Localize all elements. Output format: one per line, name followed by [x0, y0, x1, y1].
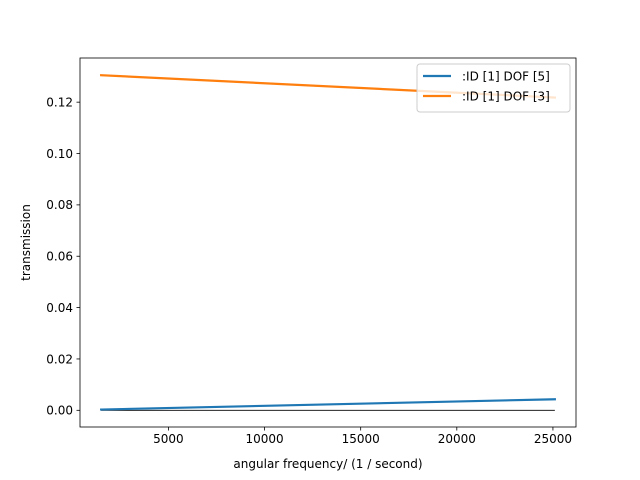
x-tick-label: 20000 — [438, 432, 476, 446]
y-tick-label: 0.02 — [46, 352, 73, 366]
y-tick-label: 0.12 — [46, 95, 73, 109]
y-tick-label: 0.10 — [46, 147, 73, 161]
y-axis-ticks: 0.00 0.02 0.04 0.06 0.08 0.10 0.12 — [46, 95, 80, 418]
legend: :ID [1] DOF [5] :ID [1] DOF [3] — [416, 63, 571, 113]
plot-area — [79, 57, 577, 428]
x-tick-label: 25000 — [534, 432, 572, 446]
axes-spines — [79, 57, 577, 428]
y-tick-label: 0.06 — [46, 250, 73, 264]
y-tick-label: 0.00 — [46, 404, 73, 418]
axes-frame — [80, 58, 576, 427]
legend-label: :ID [1] DOF [5] — [462, 70, 550, 84]
x-axis-label: angular frequency/ (1 / second) — [233, 457, 422, 471]
x-tick-label: 15000 — [342, 432, 380, 446]
x-axis-ticks: 5000 10000 15000 20000 25000 — [153, 427, 572, 446]
y-axis-label: transmission — [19, 204, 33, 281]
y-tick-label: 0.04 — [46, 301, 73, 315]
y-tick-label: 0.08 — [46, 198, 73, 212]
x-tick-label: 10000 — [245, 432, 283, 446]
x-tick-label: 5000 — [153, 432, 184, 446]
axes-border — [79, 57, 577, 428]
legend-label: :ID [1] DOF [3] — [462, 90, 550, 104]
legend-box — [416, 63, 571, 113]
series-line-1 — [100, 398, 556, 411]
